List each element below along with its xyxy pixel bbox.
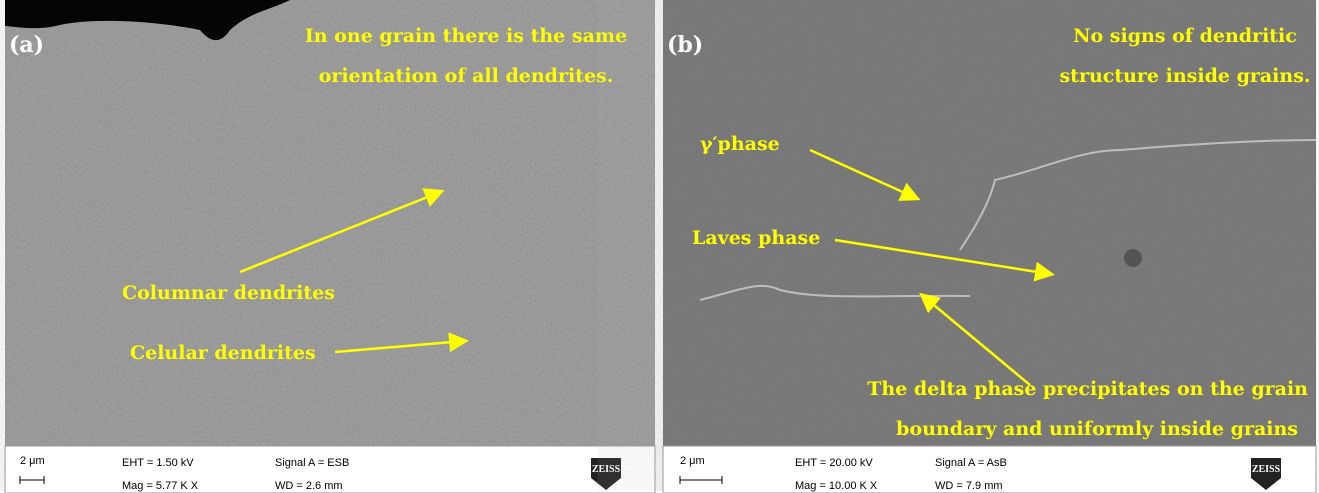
info-text: Mag = 10.00 K X: [795, 480, 878, 492]
info-text: EHT = 1.50 kV: [122, 457, 194, 469]
panel-a: (a) In one grain there is the same orien…: [5, 0, 655, 493]
annotation: No signs of dendritic: [1073, 25, 1297, 47]
particle: [1124, 249, 1142, 267]
info-text: WD = 7.9 mm: [935, 480, 1003, 492]
info-text: WD = 2.6 mm: [275, 480, 343, 492]
panel-label: (b): [667, 32, 703, 58]
annotation: structure inside grains.: [1059, 65, 1310, 87]
annotation: orientation of all dendrites.: [319, 65, 614, 87]
scale-label: 2 μm: [20, 455, 45, 467]
info-text: EHT = 20.00 kV: [795, 457, 873, 469]
annotation: The delta phase precipitates on the grai…: [867, 378, 1308, 400]
info-text: Signal A = AsB: [935, 457, 1007, 469]
scale-label: 2 μm: [680, 455, 705, 467]
logo: ZEISS: [1252, 464, 1281, 475]
annotation: Columnar dendrites: [122, 282, 335, 304]
annotation: Laves phase: [692, 227, 820, 249]
info-text: Signal A = ESB: [275, 457, 349, 469]
annotation: boundary and uniformly inside grains: [896, 418, 1298, 440]
panel-b: (b) No signs of dendritic structure insi…: [663, 0, 1316, 493]
panel-label: (a): [9, 32, 44, 58]
annotation: In one grain there is the same: [305, 25, 627, 47]
annotation: Celular dendrites: [130, 342, 316, 364]
annotation: γ′phase: [700, 133, 780, 155]
figure: (a) In one grain there is the same orien…: [0, 0, 1319, 493]
logo: ZEISS: [592, 464, 621, 475]
info-text: Mag = 5.77 K X: [122, 480, 199, 492]
